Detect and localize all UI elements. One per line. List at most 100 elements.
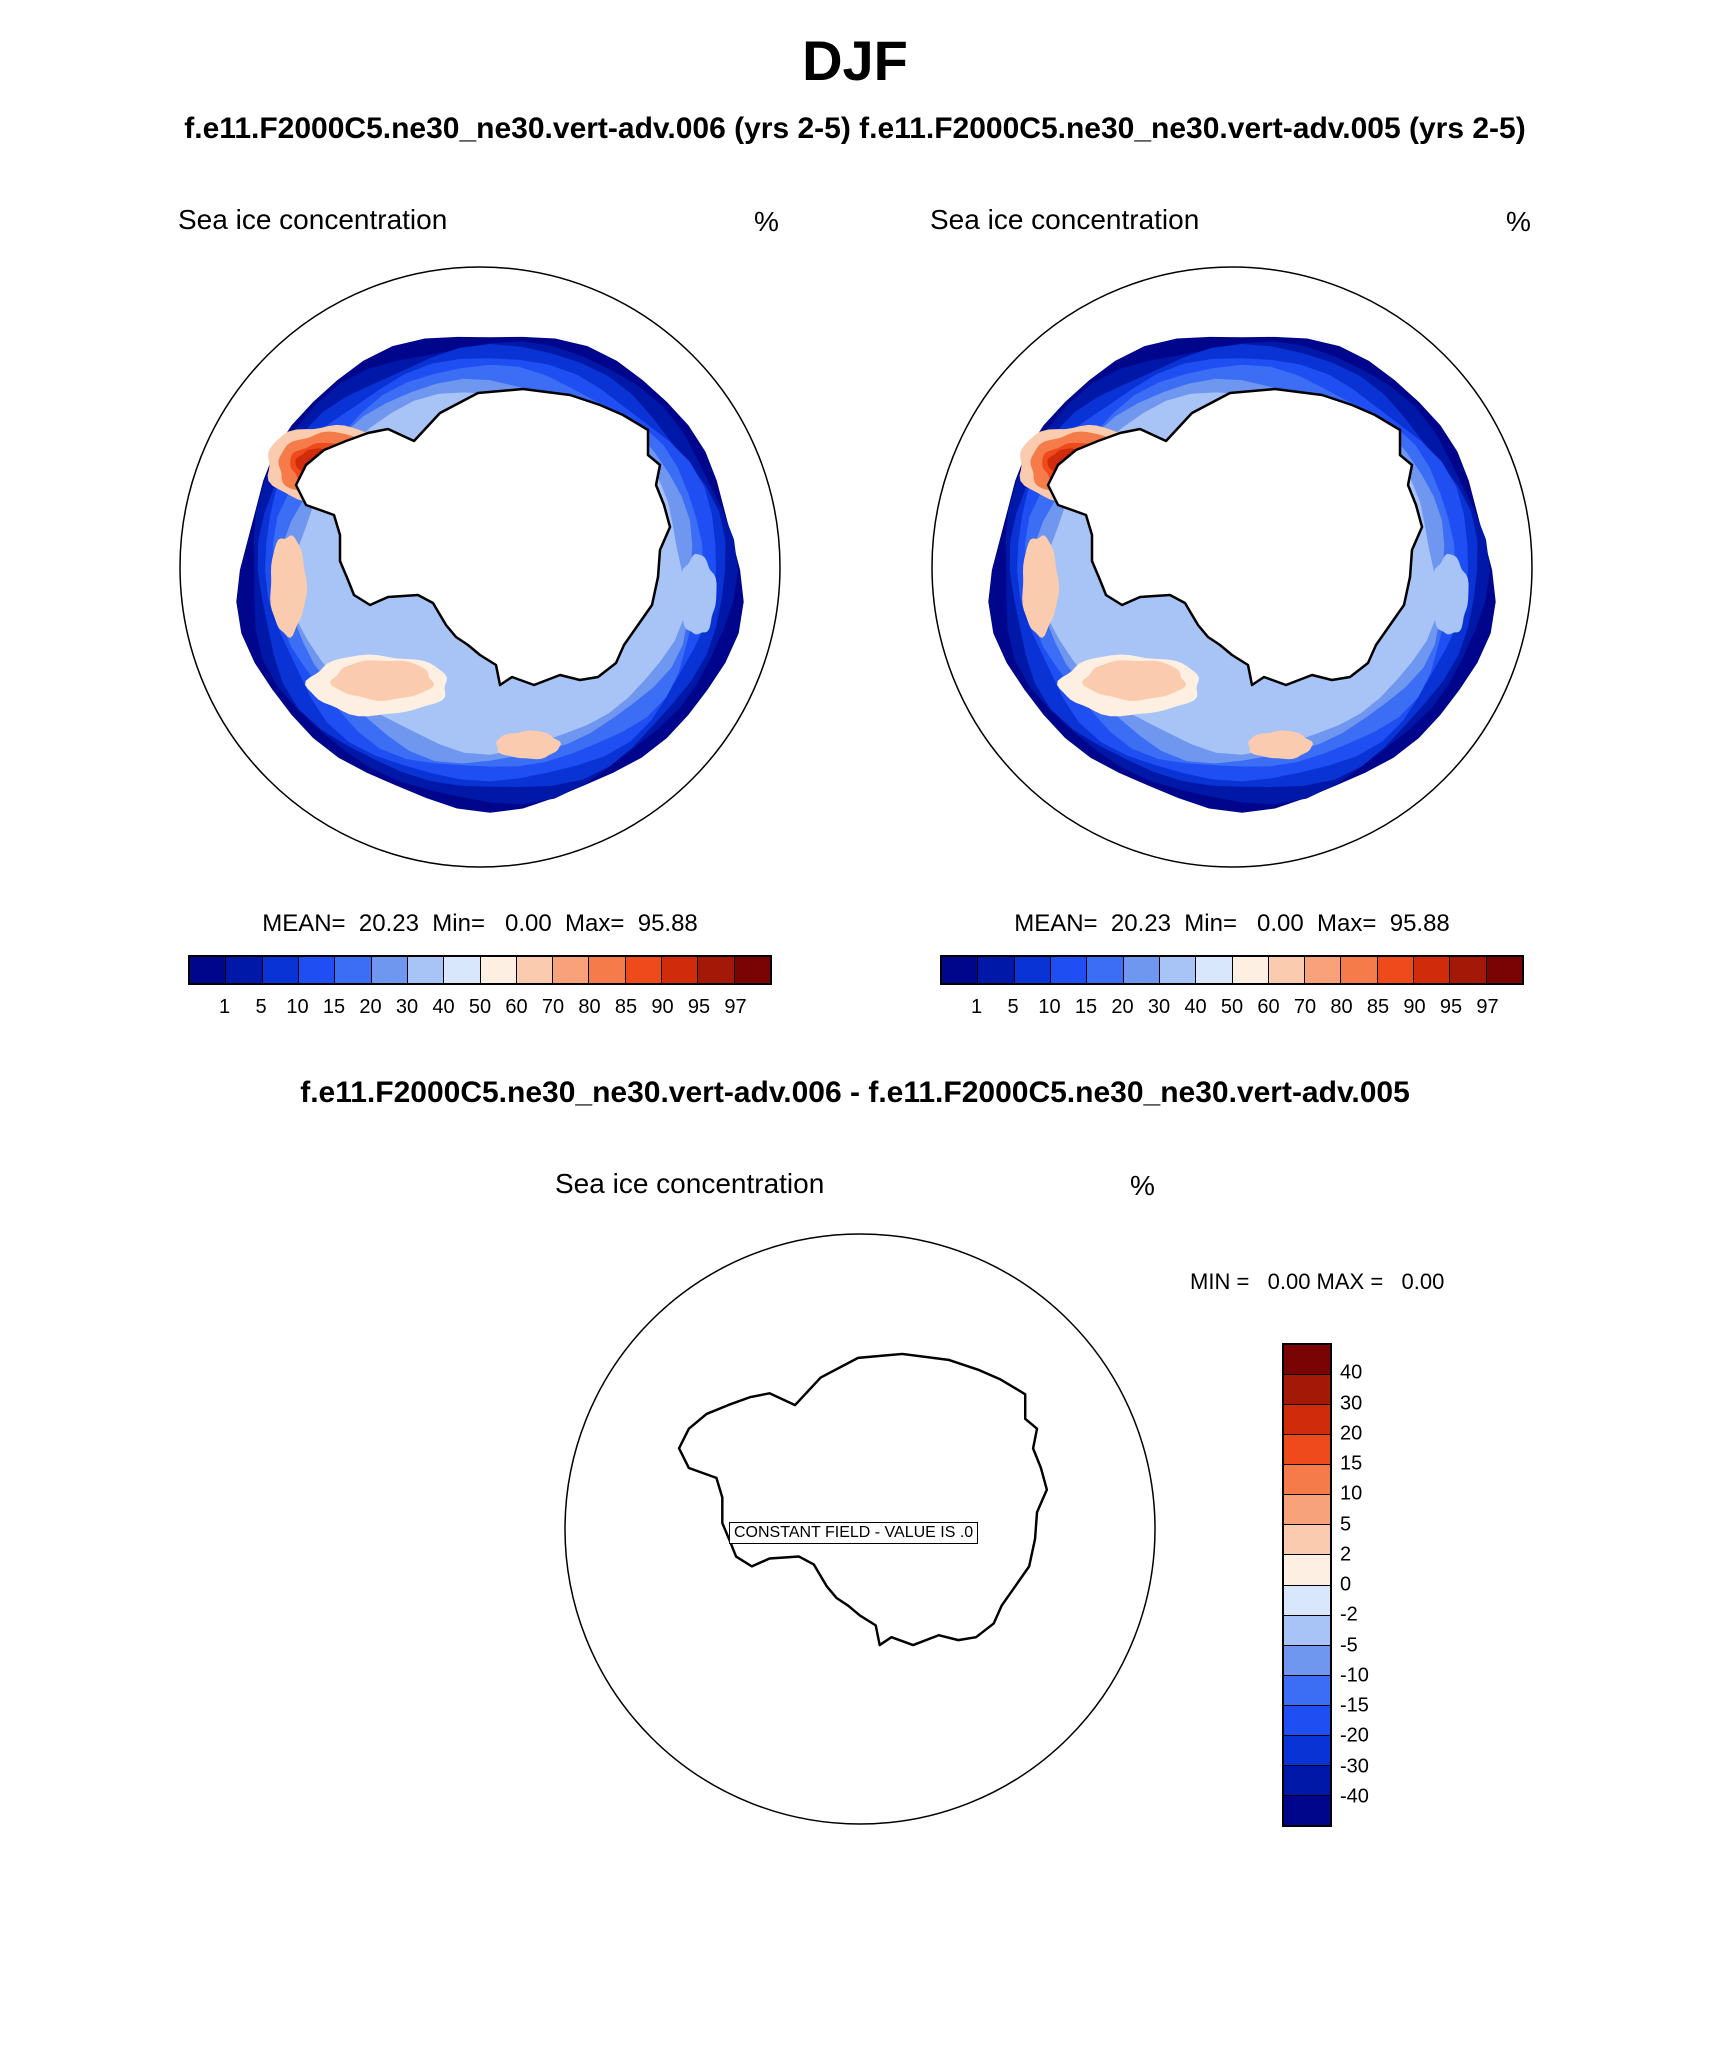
page-title: DJF <box>802 29 908 92</box>
panel-right-colorbar-swatch <box>1341 957 1378 983</box>
panel-right-colorbar-tick-label: 97 <box>1476 996 1499 1018</box>
ice-contour <box>1081 660 1186 701</box>
panel-right-colorbar-swatch <box>1305 957 1342 983</box>
map-content <box>677 1352 1049 1647</box>
antarctica-coastline <box>677 1352 1049 1647</box>
antarctica-coastline <box>294 387 672 687</box>
panel-right-colorbar-swatch <box>1450 957 1487 983</box>
panel-right-colorbar-tick-label: 5 <box>1007 996 1019 1018</box>
panel-right-colorbar-tick-label: 85 <box>1366 996 1390 1018</box>
ice-contour <box>270 535 308 638</box>
panel-left-colorbar-swatch <box>262 957 299 983</box>
diff-colorbar-tick-label: 40 <box>1340 1361 1363 1384</box>
diff-colorbar-swatch <box>1284 1405 1330 1436</box>
panel-left-colorbar-tick-label: 5 <box>255 996 267 1018</box>
panel-right-colorbar-tick-label: 60 <box>1257 996 1280 1018</box>
diff-colorbar-tick-label: -10 <box>1340 1664 1369 1687</box>
panel-left-colorbar-swatch <box>516 957 554 983</box>
panel-left-colorbar-tick-label: 15 <box>322 996 346 1018</box>
panel-left-colorbar-swatch <box>407 957 445 983</box>
panel-right-colorbar <box>940 955 1524 985</box>
panel-right-unit: % <box>1506 206 1531 237</box>
panel-right-colorbar-tick-label: 95 <box>1439 996 1463 1018</box>
diff-colorbar-swatch <box>1284 1645 1330 1676</box>
diff-colorbar-swatch <box>1284 1375 1330 1406</box>
case-left-name: f.e11.F2000C5.ne30_ne30.vert-adv.006 (yr… <box>184 112 851 145</box>
panel-right-colorbar-tick-label: 40 <box>1184 996 1207 1018</box>
panel-left-colorbar-tick-label: 97 <box>724 996 747 1018</box>
map-content <box>988 336 1496 813</box>
diff-colorbar-swatch <box>1284 1435 1330 1466</box>
panel-left-colorbar <box>188 955 772 985</box>
panel-left-colorbar-swatch <box>589 957 626 983</box>
diff-colorbar-tick-label: 10 <box>1340 1482 1363 1505</box>
diff-colorbar-swatch <box>1284 1495 1330 1526</box>
panel-right-stats: MEAN= 20.23 Min= 0.00 Max= 95.88 <box>1014 910 1450 937</box>
panel-right-colorbar-tick-label: 20 <box>1111 996 1134 1018</box>
panel-right-colorbar-swatch <box>1087 957 1124 983</box>
constant-field-note: CONSTANT FIELD - VALUE IS .0 <box>729 1522 979 1544</box>
ice-contour <box>1432 553 1469 635</box>
ice-contour <box>1022 535 1060 638</box>
diff-label: Sea ice concentration <box>555 1168 825 1199</box>
panel-left-colorbar-swatch <box>553 957 590 983</box>
panel-right-colorbar-swatch <box>1377 957 1415 983</box>
diff-colorbar-swatch <box>1284 1465 1330 1496</box>
diff-colorbar-tick-label: -40 <box>1340 1785 1369 1808</box>
panel-left-map <box>179 266 781 868</box>
antarctica-coastline <box>1046 387 1424 687</box>
panel-right-colorbar-swatch <box>978 957 1015 983</box>
panel-right-colorbar-swatch <box>1050 957 1088 983</box>
panel-left-colorbar-swatch <box>625 957 663 983</box>
diff-colorbar-swatch <box>1284 1585 1330 1616</box>
panel-left-colorbar-swatch <box>734 957 770 983</box>
diff-unit: % <box>1130 1170 1155 1201</box>
diff-colorbar-labels: 40 30 20 15 10 5 2 0 -2 -5 -10 -15 -20 -30 -40 <box>1340 1343 1400 1827</box>
panel-right-colorbar-tick-label: 90 <box>1403 996 1426 1018</box>
panel-left-stats: MEAN= 20.23 Min= 0.00 Max= 95.88 <box>262 910 698 937</box>
diff-colorbar-swatch <box>1284 1345 1330 1376</box>
difference-title: f.e11.F2000C5.ne30_ne30.vert-adv.006 - f… <box>300 1076 1410 1109</box>
diff-colorbar-tick-label: 5 <box>1340 1513 1352 1535</box>
panel-right-map <box>931 266 1533 868</box>
ice-contour <box>329 660 434 701</box>
panel-right-colorbar-swatch <box>942 957 979 983</box>
panel-left-colorbar-swatch <box>698 957 735 983</box>
panel-left-colorbar-tick-label: 70 <box>541 996 565 1018</box>
diff-colorbar-swatch <box>1284 1615 1330 1646</box>
diff-colorbar-tick-label: 2 <box>1340 1543 1352 1566</box>
panel-right-colorbar-swatch <box>1414 957 1451 983</box>
panel-left-colorbar-tick-label: 20 <box>359 996 382 1018</box>
panel-right-colorbar-tick-label: 80 <box>1330 996 1353 1018</box>
panel-right-colorbar-swatch <box>1232 957 1269 983</box>
ice-contour <box>1248 730 1313 760</box>
diff-colorbar-tick-label: -20 <box>1340 1724 1369 1747</box>
diff-colorbar-swatch <box>1284 1705 1330 1736</box>
diff-colorbar-tick-label: 15 <box>1340 1452 1363 1475</box>
panel-left-colorbar-tick-label: 60 <box>505 996 528 1018</box>
panel-right-colorbar-swatch <box>1159 957 1197 983</box>
panel-right-colorbar-swatch <box>1486 957 1522 983</box>
diff-colorbar-swatch <box>1284 1735 1330 1766</box>
panel-left-colorbar-swatch <box>298 957 336 983</box>
case-right-name: f.e11.F2000C5.ne30_ne30.vert-adv.005 (yr… <box>859 112 1526 145</box>
case-subtitle: f.e11.F2000C5.ne30_ne30.vert-adv.006 (yr… <box>0 112 1710 146</box>
panel-left-colorbar-tick-label: 30 <box>395 996 419 1018</box>
panel-left-colorbar-tick-label: 80 <box>578 996 601 1018</box>
diff-colorbar-tick-label: 20 <box>1340 1422 1363 1445</box>
panel-right-label: Sea ice concentration <box>930 204 1200 235</box>
diff-colorbar-swatch <box>1284 1765 1330 1796</box>
diff-colorbar-tick-label: -5 <box>1340 1634 1358 1656</box>
panel-right-colorbar-tick-label: 15 <box>1074 996 1098 1018</box>
diff-colorbar-tick-label: 30 <box>1340 1392 1363 1414</box>
panel-right-colorbar-swatch <box>1123 957 1160 983</box>
map-content <box>236 336 744 813</box>
panel-left-unit: % <box>754 206 779 237</box>
panel-left-colorbar-swatch <box>480 957 517 983</box>
panel-right-colorbar-tick-label: 70 <box>1293 996 1317 1018</box>
diff-colorbar-tick-label: -30 <box>1340 1755 1369 1777</box>
panel-right-colorbar-tick-label: 30 <box>1147 996 1171 1018</box>
panel-left-colorbar-tick-label: 95 <box>687 996 711 1018</box>
panel-left-label: Sea ice concentration <box>178 204 448 235</box>
panel-left-colorbar-swatch <box>371 957 408 983</box>
